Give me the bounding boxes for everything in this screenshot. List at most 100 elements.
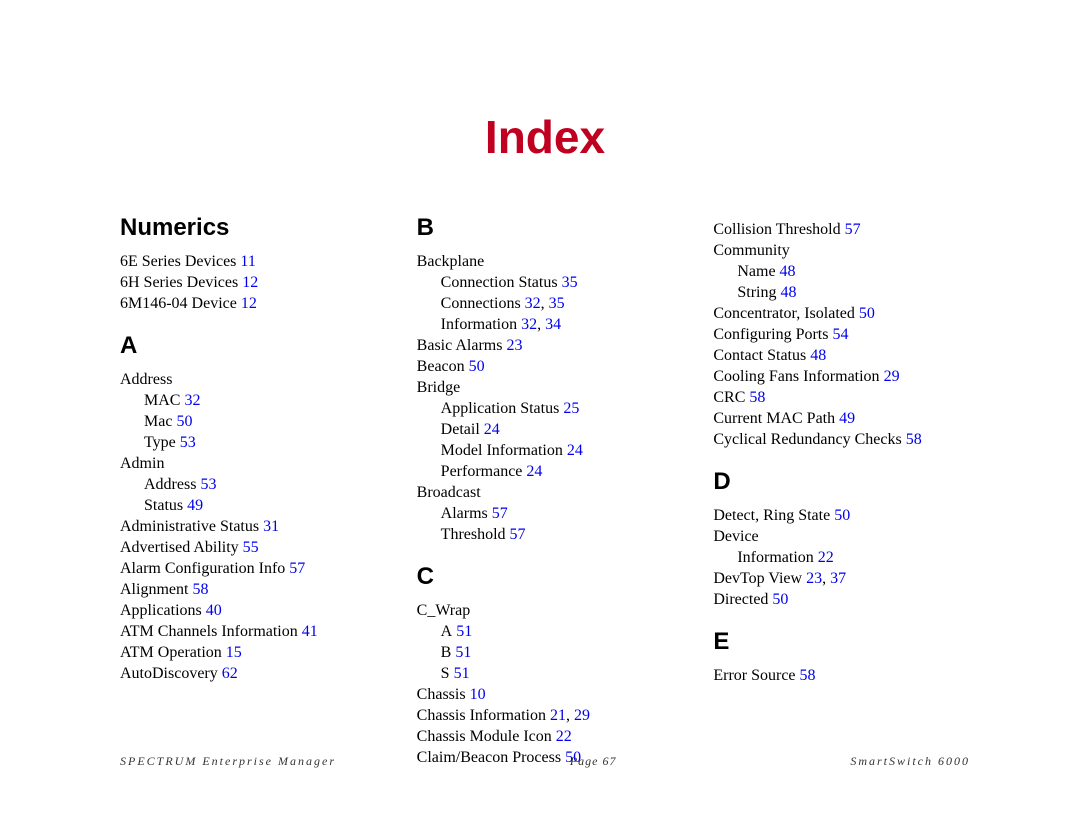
page-ref[interactable]: 50 xyxy=(859,305,875,322)
index-entry: 6M146-04 Device12 xyxy=(120,294,377,314)
page-ref[interactable]: 58 xyxy=(906,431,922,448)
entry-text: Alignment xyxy=(120,581,188,598)
entry-text: DevTop View xyxy=(713,570,802,587)
index-entry: Application Status25 xyxy=(417,399,674,419)
page-ref[interactable]: 25 xyxy=(563,400,579,417)
entry-text: 6H Series Devices xyxy=(120,274,238,291)
page-ref[interactable]: 51 xyxy=(456,623,472,640)
entry-text: Information xyxy=(737,549,813,566)
index-entry: Concentrator, Isolated50 xyxy=(713,304,970,324)
index-entry: B51 xyxy=(417,643,674,663)
column-3: Collision Threshold57 Community Name48 S… xyxy=(713,214,970,769)
index-entry: ATM Channels Information41 xyxy=(120,622,377,642)
index-entry: Cyclical Redundancy Checks 58 xyxy=(713,430,970,450)
page-ref[interactable]: 11 xyxy=(240,253,255,270)
entry-text: 6M146-04 Device xyxy=(120,295,237,312)
page-ref[interactable]: 57 xyxy=(289,560,305,577)
index-entry: Contact Status48 xyxy=(713,346,970,366)
page-ref[interactable]: 48 xyxy=(810,347,826,364)
page-ref[interactable]: 41 xyxy=(302,623,318,640)
page-ref[interactable]: 49 xyxy=(187,497,203,514)
page-ref[interactable]: 53 xyxy=(180,434,196,451)
entry-text: Cooling Fans Information xyxy=(713,368,879,385)
page-ref[interactable]: 51 xyxy=(455,644,471,661)
page-ref[interactable]: 31 xyxy=(263,518,279,535)
entry-text: Basic Alarms xyxy=(417,337,503,354)
page-ref[interactable]: 23 xyxy=(506,337,522,354)
page-ref[interactable]: 22 xyxy=(818,549,834,566)
index-entry: Bridge xyxy=(417,378,674,398)
entry-text: Contact Status xyxy=(713,347,806,364)
index-entry: CRC58 xyxy=(713,388,970,408)
page-ref[interactable]: 55 xyxy=(243,539,259,556)
page-ref[interactable]: 50 xyxy=(834,507,850,524)
page-ref[interactable]: 50 xyxy=(469,358,485,375)
page-ref[interactable]: 22 xyxy=(556,728,572,745)
page-ref[interactable]: 62 xyxy=(222,665,238,682)
page-ref[interactable]: 51 xyxy=(454,665,470,682)
index-entry: Chassis Information21,29 xyxy=(417,706,674,726)
page-ref[interactable]: 24 xyxy=(526,463,542,480)
entry-text: Detect, Ring State xyxy=(713,507,830,524)
entry-text: Detail xyxy=(441,421,480,438)
page-ref[interactable]: 24 xyxy=(567,442,583,459)
page-ref[interactable]: 29 xyxy=(884,368,900,385)
page-ref[interactable]: 58 xyxy=(800,667,816,684)
index-columns: Numerics 6E Series Devices11 6H Series D… xyxy=(120,214,970,769)
entry-text: AutoDiscovery xyxy=(120,665,218,682)
page-ref[interactable]: 32 xyxy=(521,316,537,333)
index-entry: Cooling Fans Information 29 xyxy=(713,367,970,387)
page-ref[interactable]: 24 xyxy=(484,421,500,438)
entry-text: Error Source xyxy=(713,667,795,684)
page-ref[interactable]: 53 xyxy=(200,476,216,493)
page-ref[interactable]: 58 xyxy=(192,581,208,598)
page-ref[interactable]: 35 xyxy=(549,295,565,312)
page-ref[interactable]: 57 xyxy=(845,221,861,238)
page-ref[interactable]: 23 xyxy=(806,570,822,587)
entry-text: Community xyxy=(713,242,789,259)
index-entry: Advertised Ability55 xyxy=(120,538,377,558)
entry-text: Chassis Information xyxy=(417,707,546,724)
page-ref[interactable]: 21 xyxy=(550,707,566,724)
entry-text: A xyxy=(441,623,453,640)
page-ref[interactable]: 50 xyxy=(176,413,192,430)
index-entry: Directed50 xyxy=(713,590,970,610)
page-ref[interactable]: 48 xyxy=(780,284,796,301)
entry-text: Application Status xyxy=(441,400,560,417)
page-ref[interactable]: 40 xyxy=(206,602,222,619)
index-entry: Chassis10 xyxy=(417,685,674,705)
index-entry: Collision Threshold 57 xyxy=(713,220,970,240)
page-ref[interactable]: 57 xyxy=(510,526,526,543)
page-ref[interactable]: 29 xyxy=(574,707,590,724)
page-ref[interactable]: 50 xyxy=(772,591,788,608)
entry-text: B xyxy=(441,644,452,661)
page-ref[interactable]: 32 xyxy=(184,392,200,409)
page-ref[interactable]: 54 xyxy=(832,326,848,343)
page-ref[interactable]: 37 xyxy=(830,570,846,587)
entry-text: Cyclical Redundancy Checks xyxy=(713,431,901,448)
page-footer: SPECTRUM Enterprise Manager Page 67 Smar… xyxy=(120,754,970,769)
page-ref[interactable]: 12 xyxy=(242,274,258,291)
index-entry: Backplane xyxy=(417,252,674,272)
index-entry: Address53 xyxy=(120,475,377,495)
index-entry: Type53 xyxy=(120,433,377,453)
entry-text: Applications xyxy=(120,602,202,619)
entry-text: CRC xyxy=(713,389,745,406)
page-ref[interactable]: 15 xyxy=(226,644,242,661)
page-ref[interactable]: 58 xyxy=(749,389,765,406)
entry-text: Collision Threshold xyxy=(713,221,840,238)
index-entry: 6H Series Devices12 xyxy=(120,273,377,293)
entry-text: Model Information xyxy=(441,442,563,459)
index-entry: Applications40 xyxy=(120,601,377,621)
page-ref[interactable]: 48 xyxy=(780,263,796,280)
index-entry: 6E Series Devices11 xyxy=(120,252,377,272)
page-ref[interactable]: 32 xyxy=(525,295,541,312)
page-ref[interactable]: 57 xyxy=(492,505,508,522)
page-ref[interactable]: 35 xyxy=(562,274,578,291)
page-ref[interactable]: 10 xyxy=(470,686,486,703)
page-ref[interactable]: 34 xyxy=(545,316,561,333)
page-ref[interactable]: 49 xyxy=(839,410,855,427)
page-ref[interactable]: 12 xyxy=(241,295,257,312)
index-entry: Information 22 xyxy=(713,548,970,568)
entry-text: Information xyxy=(441,316,517,333)
